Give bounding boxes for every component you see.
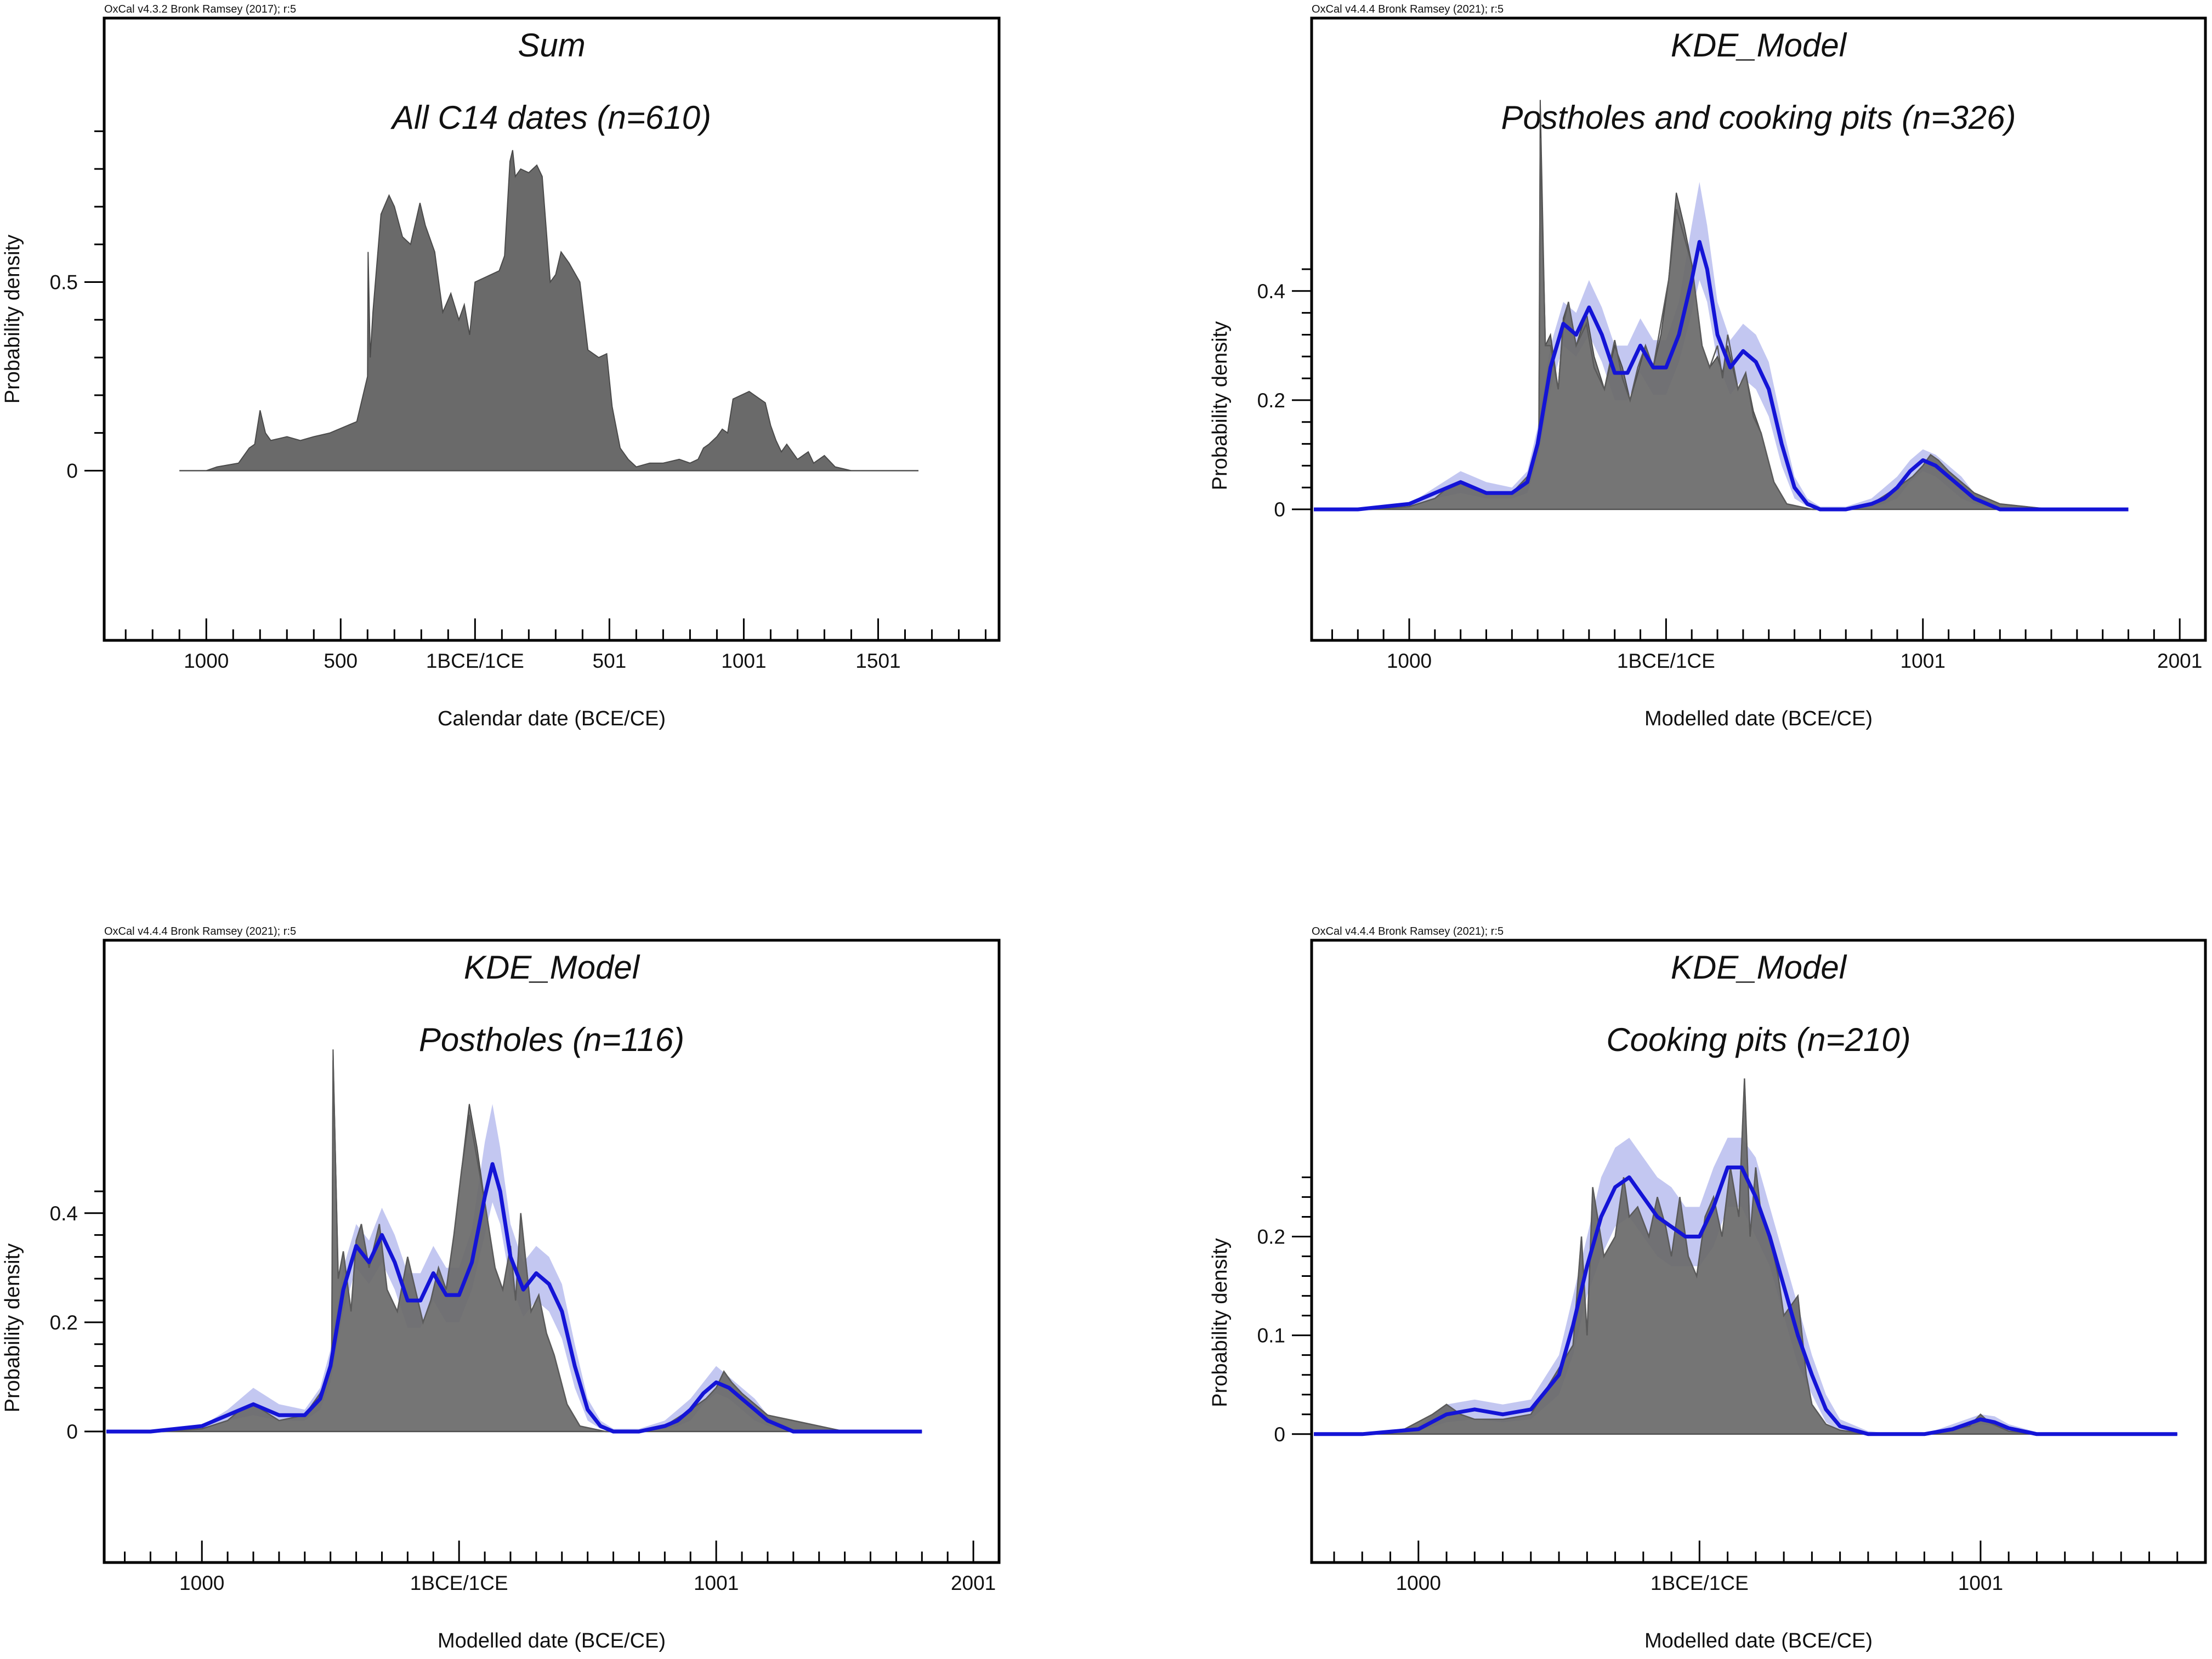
x-axis-label: Modelled date (BCE/CE) — [438, 1629, 666, 1652]
chart-title: KDE_Model — [464, 949, 640, 986]
y-tick-label: 0 — [1274, 498, 1285, 521]
y-tick-label: 0.4 — [1257, 280, 1285, 303]
x-tick-label: 1BCE/1CE — [1617, 650, 1715, 672]
y-axis-label: Probability density — [1, 235, 24, 404]
x-tick-label: 1001 — [694, 1572, 739, 1594]
x-tick-label: 1BCE/1CE — [1651, 1572, 1749, 1594]
x-tick-label: 1001 — [721, 650, 766, 672]
x-tick-label: 1001 — [1958, 1572, 2003, 1594]
y-tick-label: 0.2 — [1257, 1225, 1285, 1248]
chart-subtitle: Postholes and cooking pits (n=326) — [1501, 99, 2016, 136]
x-tick-label: 501 — [593, 650, 627, 672]
x-tick-label: 1BCE/1CE — [426, 650, 524, 672]
version-label: OxCal v4.4.4 Bronk Ramsey (2021); r:5 — [1312, 3, 1504, 15]
x-tick-label: 2001 — [2157, 650, 2202, 672]
x-tick-label: 1001 — [1901, 650, 1946, 672]
y-tick-label: 0 — [66, 1421, 78, 1443]
y-axis-ticks: 00.5 — [50, 123, 105, 482]
y-tick-label: 0 — [1274, 1423, 1285, 1446]
x-tick-label: 1000 — [1387, 650, 1432, 672]
chart-title: KDE_Model — [1671, 27, 1847, 64]
version-label: OxCal v4.3.2 Bronk Ramsey (2017); r:5 — [104, 3, 296, 15]
x-axis-ticks: 1000 500 1BCE/1CE 501 1001 1501 — [124, 618, 986, 672]
data-series — [106, 1049, 922, 1434]
chart-panel-2: OxCal v4.4.4 Bronk Ramsey (2021); r:5 KDE… — [1209, 3, 2207, 730]
x-tick-label: 1000 — [1396, 1572, 1441, 1594]
chart-panel-4: OxCal v4.4.4 Bronk Ramsey (2021); r:5 KDE… — [1209, 925, 2207, 1652]
y-tick-label: 0.2 — [50, 1311, 78, 1334]
x-tick-label: 2001 — [951, 1572, 996, 1594]
y-axis-label: Probability density — [1209, 321, 1232, 490]
data-series — [1314, 100, 2129, 512]
x-axis-ticks: 1000 1BCE/1CE 1001 — [1333, 1541, 2179, 1594]
chart-subtitle: All C14 dates (n=610) — [390, 99, 711, 136]
y-tick-label: 0.1 — [1257, 1325, 1285, 1347]
y-axis-ticks: 0 0.2 0.4 — [50, 1180, 105, 1443]
data-series — [179, 150, 918, 471]
y-axis-ticks: 0 0.1 0.2 — [1257, 1167, 1313, 1446]
density-area — [179, 150, 918, 471]
y-tick-label: 0.5 — [50, 271, 78, 294]
y-tick-label: 0.4 — [50, 1202, 78, 1225]
x-tick-label: 1501 — [855, 650, 900, 672]
y-axis-ticks: 0 0.2 0.4 — [1257, 258, 1313, 521]
kde-mean-line — [1314, 1165, 2177, 1436]
density-area — [1314, 1078, 2177, 1435]
y-axis-label: Probability density — [1, 1243, 24, 1412]
kde-mean-line — [106, 1162, 922, 1434]
y-tick-label: 0.2 — [1257, 389, 1285, 412]
x-axis-ticks: 1000 1BCE/1CE 1001 2001 — [124, 1541, 996, 1594]
version-label: OxCal v4.4.4 Bronk Ramsey (2021); r:5 — [104, 925, 296, 938]
chart-title: KDE_Model — [1671, 949, 1847, 986]
density-area — [1314, 100, 2129, 510]
chart-subtitle: Postholes (n=116) — [419, 1021, 684, 1058]
data-series — [1314, 1078, 2177, 1436]
chart-title: Sum — [518, 27, 585, 64]
chart-subtitle: Cooking pits (n=210) — [1606, 1021, 1910, 1058]
x-axis-label: Modelled date (BCE/CE) — [1644, 707, 1873, 730]
kde-mean-line — [1314, 240, 2129, 512]
chart-panel-1: OxCal v4.3.2 Bronk Ramsey (2017); r:5 Sum… — [1, 3, 1001, 730]
x-tick-label: 500 — [324, 650, 358, 672]
chart-panel-3: OxCal v4.4.4 Bronk Ramsey (2021); r:5 KDE… — [1, 925, 1001, 1652]
x-tick-label: 1000 — [179, 1572, 224, 1594]
x-axis-label: Calendar date (BCE/CE) — [438, 707, 666, 730]
x-tick-label: 1000 — [184, 650, 229, 672]
x-axis-label: Modelled date (BCE/CE) — [1644, 1629, 1873, 1652]
x-tick-label: 1BCE/1CE — [410, 1572, 508, 1594]
x-axis-ticks: 1000 1BCE/1CE 1001 2001 — [1331, 618, 2202, 672]
y-axis-label: Probability density — [1209, 1238, 1232, 1407]
y-tick-label: 0 — [66, 459, 78, 482]
version-label: OxCal v4.4.4 Bronk Ramsey (2021); r:5 — [1312, 925, 1504, 938]
